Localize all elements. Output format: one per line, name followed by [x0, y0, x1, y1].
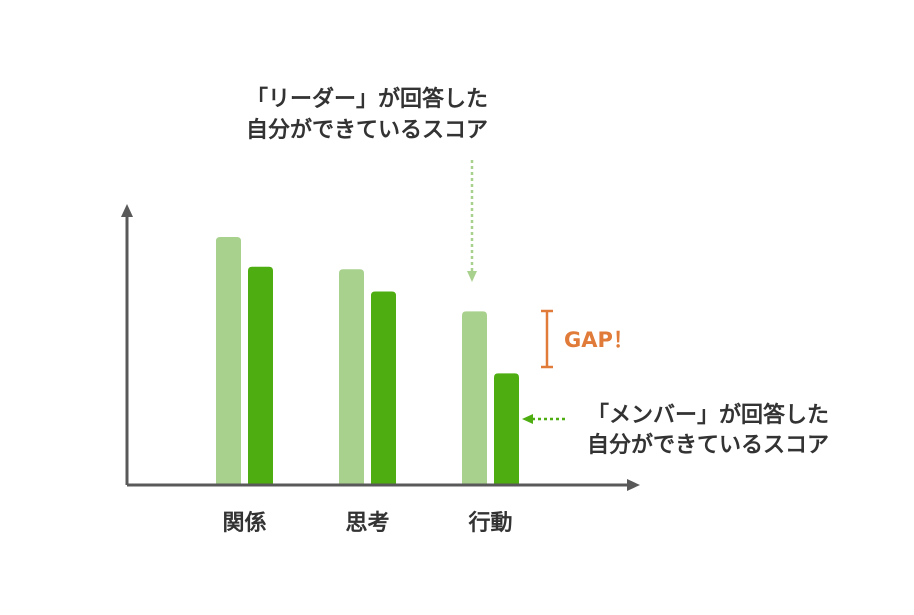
bar-member-1 — [371, 291, 396, 485]
gap-label: GAP！ — [564, 328, 634, 352]
member-annotation-line1: 「メンバー」が回答した — [587, 402, 829, 428]
x-axis-arrow-icon — [627, 479, 640, 491]
leader-annotation-line2: 自分ができているスコア — [246, 117, 488, 143]
category-label: 関係 — [222, 511, 266, 536]
member-annotation-line2: 自分ができているスコア — [587, 432, 829, 458]
bar-leader-1 — [339, 269, 364, 485]
leader-pointer-arrow-icon — [467, 271, 477, 282]
y-axis-arrow-icon — [121, 204, 133, 217]
bar-member-0 — [248, 266, 273, 485]
category-labels: 関係 思考 行動 — [222, 510, 512, 536]
bar-leader-2 — [462, 311, 487, 485]
bar-member-2 — [494, 373, 519, 485]
member-pointer-arrow-icon — [522, 414, 533, 424]
bar-leader-0 — [216, 237, 241, 485]
category-label: 思考 — [345, 511, 389, 536]
category-label: 行動 — [467, 510, 512, 536]
bars-group — [216, 237, 519, 485]
leader-annotation-line1: 「リーダー」が回答した — [246, 86, 488, 112]
gap-bracket — [541, 309, 553, 369]
